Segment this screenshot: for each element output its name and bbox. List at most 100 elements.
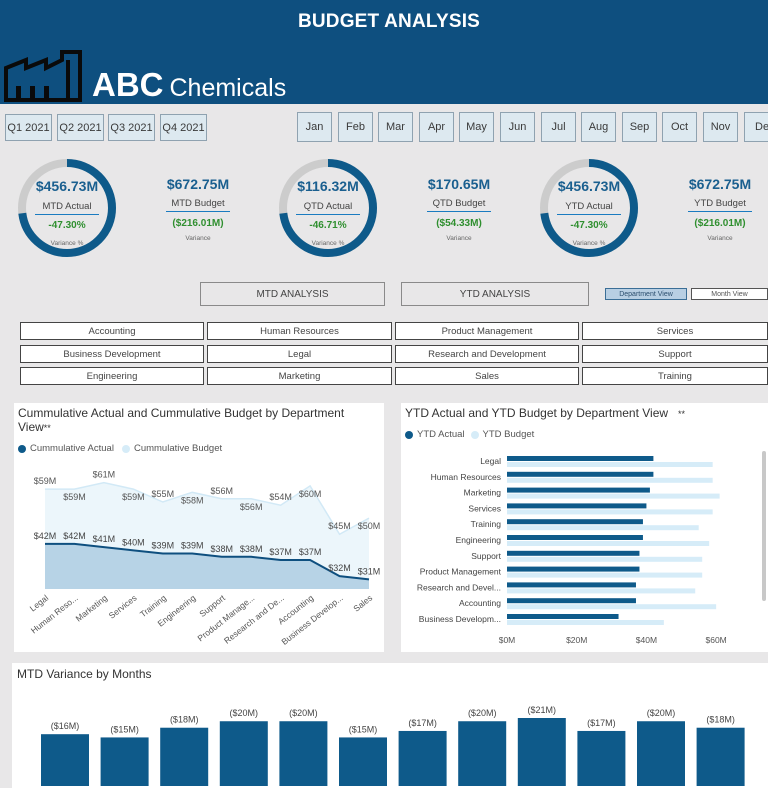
qtd-variance-caption: Variance <box>446 235 472 242</box>
ytd-gauge-ring <box>540 159 638 257</box>
month-button-nov[interactable]: Nov <box>703 112 738 142</box>
department-button-support[interactable]: Support <box>582 345 768 363</box>
ytd-actual-bar <box>507 614 619 619</box>
y-axis-tick-label: Business Developm... <box>419 614 501 624</box>
brand-name: ABC Chemicals <box>92 66 287 103</box>
mtd-budget-label: MTD Budget <box>166 198 230 212</box>
ytd-chart-legend: YTD Actual YTD Budget <box>405 429 534 440</box>
qtd-budget-card: $170.65M QTD Budget ($54.33M) Variance <box>414 176 504 242</box>
month-variance-bar <box>637 721 685 786</box>
mtd-gauge-ring <box>18 159 116 257</box>
department-button-marketing[interactable]: Marketing <box>207 367 392 385</box>
month-variance-bar <box>41 734 89 786</box>
ytd-budget-bar <box>507 620 664 625</box>
actual-data-label: $32M <box>328 563 351 573</box>
ytd-actual-label: YTD Actual <box>557 201 621 215</box>
month-variance-bar <box>696 727 745 786</box>
month-button-dec[interactable]: Dec <box>744 112 768 142</box>
x-axis-tick-label: Marketing <box>74 593 110 624</box>
month-button-jul[interactable]: Jul <box>541 112 576 142</box>
actual-area <box>45 543 369 589</box>
y-axis-tick-label: Support <box>471 551 501 561</box>
cumulative-chart-title: Cummulative Actual and Cummulative Budge… <box>18 406 345 434</box>
month-button-jan[interactable]: Jan <box>297 112 332 142</box>
month-button-jun[interactable]: Jun <box>500 112 535 142</box>
header-banner: BUDGET ANALYSIS ABC Chemicals <box>0 0 768 104</box>
department-view-toggle[interactable]: Department View <box>605 288 687 300</box>
month-button-may[interactable]: May <box>459 112 494 142</box>
ytd-budget-bar <box>507 477 713 483</box>
mtd-analysis-button[interactable]: MTD ANALYSIS <box>200 282 385 306</box>
month-variance-bar <box>279 721 328 786</box>
legend-actual-label: Cummulative Actual <box>30 443 114 454</box>
quarter-button-q3[interactable]: Q3 2021 <box>108 114 155 141</box>
month-view-toggle[interactable]: Month View <box>691 288 768 300</box>
month-button-mar[interactable]: Mar <box>378 112 413 142</box>
month-button-oct[interactable]: Oct <box>662 112 697 142</box>
legend-budget-marker <box>121 444 130 453</box>
month-variance-label: ($20M) <box>468 708 497 718</box>
month-variance-label: ($16M) <box>51 721 80 731</box>
legend-ytd-actual-label: YTD Actual <box>417 429 465 440</box>
budget-data-label: $59M <box>34 476 57 486</box>
department-button-services[interactable]: Services <box>582 322 768 340</box>
month-button-sep[interactable]: Sep <box>622 112 657 142</box>
actual-data-label: $42M <box>63 531 86 541</box>
budget-data-label: $61M <box>93 470 116 480</box>
actual-data-label: $38M <box>240 544 263 554</box>
department-button-legal[interactable]: Legal <box>207 345 392 363</box>
qtd-actual-label: QTD Actual <box>296 201 360 215</box>
qtd-budget-label: QTD Budget <box>427 198 491 212</box>
budget-line <box>45 481 370 536</box>
y-axis-tick-label: Accounting <box>459 598 501 608</box>
department-button-research-and-development[interactable]: Research and Development <box>395 345 579 363</box>
budget-data-label: $45M <box>328 521 351 531</box>
department-button-accounting[interactable]: Accounting <box>20 322 204 340</box>
department-button-sales[interactable]: Sales <box>395 367 579 385</box>
month-button-apr[interactable]: Apr <box>419 112 454 142</box>
x-axis-tick-label: $0M <box>499 635 516 645</box>
y-axis-tick-label: Engineering <box>456 535 502 545</box>
quarter-button-q2[interactable]: Q2 2021 <box>57 114 104 141</box>
month-variance-label: ($18M) <box>706 715 735 725</box>
month-variance-bar <box>517 718 566 786</box>
x-axis-tick-label: $20M <box>566 635 587 645</box>
ytd-actual-gauge: $456.73M YTD Actual -47.30% Variance % <box>539 158 639 258</box>
actual-data-label: $37M <box>299 547 322 557</box>
month-variance-bar <box>339 737 387 786</box>
budget-data-label: $56M <box>210 486 233 496</box>
cumulative-area-chart: $59M $59M $61M $59M $55M $58M $56M $56M $54M $60M… <box>28 470 381 647</box>
department-button-training[interactable]: Training <box>582 367 768 385</box>
budget-data-label: $56M <box>240 502 263 512</box>
ytd-budget-bar <box>507 556 703 562</box>
department-button-human-resources[interactable]: Human Resources <box>207 322 392 340</box>
ytd-budget-bar <box>507 588 696 594</box>
department-button-engineering[interactable]: Engineering <box>20 367 204 385</box>
ytd-variance-pct-caption: Variance % <box>572 240 606 247</box>
ytd-budget-bar <box>507 509 713 515</box>
month-variance-label: ($15M) <box>349 724 378 734</box>
ytd-actual-bar <box>507 535 643 540</box>
mtd-variance-bar-chart: ($16M) ($15M) ($18M) ($20M) ($20M) ($15M) ($17… <box>41 705 745 786</box>
mtd-variance-title: MTD Variance by Months <box>17 667 152 681</box>
department-button-product-management[interactable]: Product Management <box>395 322 579 340</box>
actual-data-label: $39M <box>152 541 175 551</box>
qtd-variance-pct-caption: Variance % <box>311 240 345 247</box>
month-button-aug[interactable]: Aug <box>581 112 616 142</box>
y-axis-tick-label: Research and Devel... <box>417 582 501 592</box>
mtd-actual-value: $456.73M <box>35 178 99 194</box>
budget-data-label: $59M <box>63 492 86 502</box>
ytd-chart-scrollbar[interactable] <box>762 451 766 601</box>
ytd-variance-caption: Variance <box>707 235 733 242</box>
ytd-budget-bar <box>507 462 713 467</box>
month-variance-label: ($20M) <box>230 708 259 718</box>
ytd-analysis-button[interactable]: YTD ANALYSIS <box>401 282 589 306</box>
ytd-chart-title: YTD Actual and YTD Budget by Department … <box>405 406 686 420</box>
department-button-business-development[interactable]: Business Development <box>20 345 204 363</box>
ytd-actual-bar <box>507 471 654 477</box>
actual-data-label: $40M <box>122 537 145 547</box>
month-button-feb[interactable]: Feb <box>338 112 373 142</box>
quarter-button-q4[interactable]: Q4 2021 <box>160 114 207 141</box>
quarter-button-q1[interactable]: Q1 2021 <box>5 114 52 141</box>
budget-data-label: $55M <box>152 489 175 499</box>
